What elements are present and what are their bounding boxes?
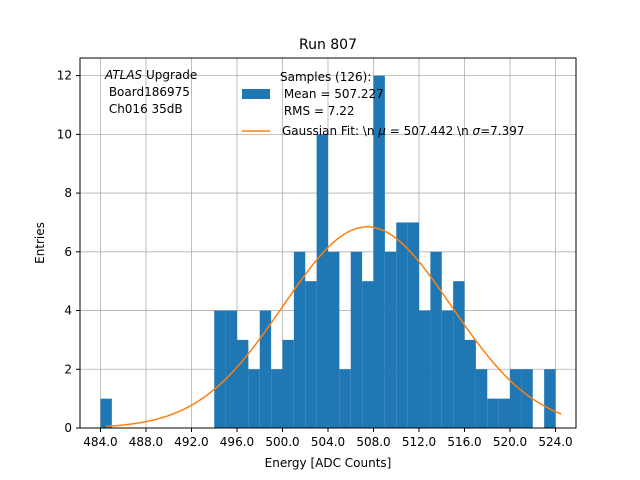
x-tick-label: 492.0	[174, 435, 208, 449]
histogram-bar	[430, 251, 442, 428]
x-tick-label: 500.0	[265, 435, 299, 449]
histogram-bar	[271, 369, 283, 428]
histogram-bar	[384, 251, 397, 428]
gaussian-fit-curve	[106, 226, 562, 428]
histogram-bar	[350, 251, 363, 428]
histogram-bar	[328, 251, 340, 428]
x-tick-label: 524.0	[538, 435, 572, 449]
histogram-bar	[225, 310, 237, 428]
y-tick-label: 12	[57, 69, 72, 83]
x-tick-label: 504.0	[311, 435, 345, 449]
x-tick-label: 508.0	[356, 435, 390, 449]
histogram-bar	[282, 339, 294, 428]
y-tick-label: 2	[64, 362, 72, 376]
histogram-bar	[453, 281, 465, 428]
histogram-bar	[475, 369, 488, 428]
histogram-bar	[214, 310, 226, 428]
y-tick-label: 4	[64, 304, 72, 318]
histogram-bar	[407, 222, 420, 428]
histogram-bar	[339, 369, 351, 428]
annotation-board: Board186975	[105, 85, 190, 99]
x-tick-label: 520.0	[493, 435, 527, 449]
histogram-bar	[419, 310, 431, 428]
annotation-upgrade: Upgrade	[142, 68, 197, 82]
histogram-bar	[293, 251, 306, 428]
histogram-bar	[510, 369, 522, 428]
annotation-channel: Ch016 35dB	[105, 102, 183, 116]
histogram-bar	[259, 310, 272, 428]
legend-samples-label: Samples (126): Mean = 507.227 RMS = 7.22	[280, 70, 384, 118]
legend-fit-label: Gaussian Fit: \n μ = 507.442 \n σ=7.397	[282, 124, 525, 138]
y-axis-title: Entries	[33, 222, 47, 264]
y-axis-ticks: 0 2 4 6 8 10 12	[57, 69, 80, 435]
legend-samples-line: Samples (126):	[280, 70, 371, 84]
histogram-bar	[441, 310, 454, 428]
y-tick-label: 8	[64, 186, 72, 200]
histogram-bar	[544, 369, 556, 428]
histogram-bar	[521, 369, 533, 428]
annotation-atlas: ATLAS	[104, 68, 143, 82]
x-axis-ticks: 484.0 488.0 492.0 496.0 500.0 504.0 508.0 512.0…	[83, 428, 573, 449]
histogram-bar	[248, 369, 260, 428]
histogram-bar	[373, 75, 385, 428]
legend-samples-line: RMS = 7.22	[280, 104, 355, 118]
histogram-bar	[316, 134, 328, 428]
y-tick-label: 6	[64, 245, 72, 259]
y-tick-label: 0	[64, 421, 72, 435]
legend-samples-swatch	[242, 89, 270, 99]
x-axis-title: Energy [ADC Counts]	[265, 456, 392, 470]
gaussian-fit	[106, 226, 562, 428]
y-tick-label: 10	[57, 127, 72, 141]
annotation-line-1: ATLAS Upgrade	[104, 68, 197, 82]
legend: Samples (126): Mean = 507.227 RMS = 7.22…	[242, 70, 525, 138]
x-tick-label: 488.0	[129, 435, 163, 449]
histogram-bar	[236, 339, 249, 428]
x-tick-label: 496.0	[220, 435, 254, 449]
atlas-annotation: ATLAS Upgrade Board186975 Ch016 35dB	[104, 68, 197, 116]
x-tick-label: 512.0	[402, 435, 436, 449]
x-tick-label: 484.0	[83, 435, 117, 449]
histogram-bar	[498, 398, 511, 428]
legend-samples-line: Mean = 507.227	[280, 87, 384, 101]
histogram-bar	[100, 398, 112, 428]
x-tick-label: 516.0	[447, 435, 481, 449]
histogram-bar	[362, 281, 374, 428]
histogram-bars	[100, 75, 556, 428]
histogram-bar	[464, 339, 476, 428]
histogram-bar	[305, 281, 317, 428]
histogram-bar	[396, 222, 408, 428]
chart-title: Run 807	[299, 37, 357, 53]
histogram-bar	[487, 398, 499, 428]
